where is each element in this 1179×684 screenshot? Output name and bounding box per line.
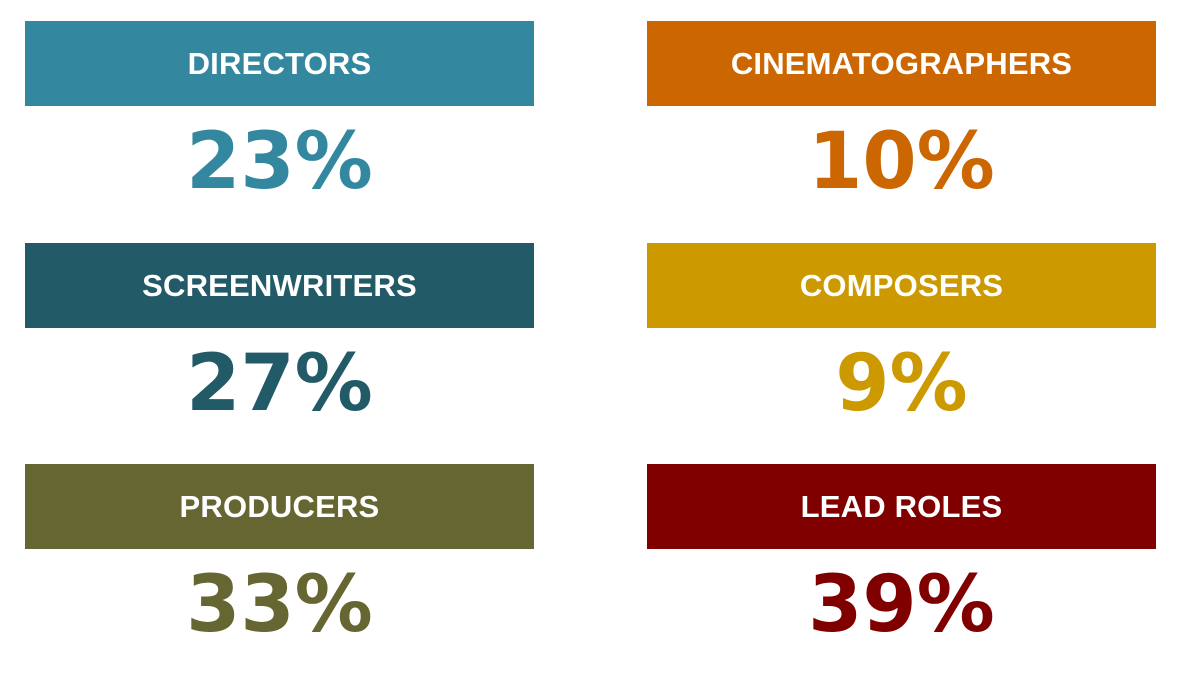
- card-value: 33%: [186, 560, 373, 650]
- card-value: 10%: [808, 117, 995, 207]
- card-label: DIRECTORS: [25, 21, 534, 106]
- card-label: LEAD ROLES: [647, 464, 1156, 549]
- stat-card: COMPOSERS 9%: [647, 243, 1156, 443]
- stat-card: SCREENWRITERS 27%: [25, 243, 534, 443]
- stat-card: CINEMATOGRAPHERS 10%: [647, 21, 1156, 221]
- stat-card: DIRECTORS 23%: [25, 21, 534, 221]
- card-label: COMPOSERS: [647, 243, 1156, 328]
- stat-card: LEAD ROLES 39%: [647, 464, 1156, 664]
- card-value: 39%: [808, 560, 995, 650]
- card-value: 9%: [835, 339, 968, 429]
- card-value: 23%: [186, 117, 373, 207]
- card-label: CINEMATOGRAPHERS: [647, 21, 1156, 106]
- card-label: PRODUCERS: [25, 464, 534, 549]
- card-value: 27%: [186, 339, 373, 429]
- stat-card: PRODUCERS 33%: [25, 464, 534, 664]
- card-label: SCREENWRITERS: [25, 243, 534, 328]
